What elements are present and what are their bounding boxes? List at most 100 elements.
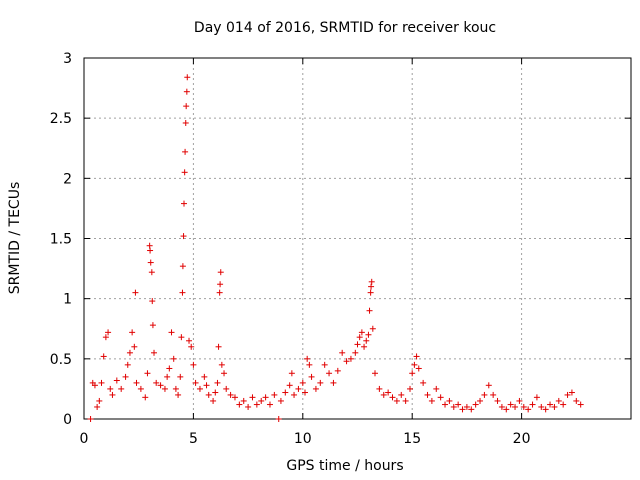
data-point bbox=[277, 397, 284, 404]
x-tick-labels: 0 5 10 15 20 bbox=[80, 431, 531, 447]
y-tick-label: 2.5 bbox=[50, 111, 72, 127]
data-point bbox=[450, 403, 457, 410]
data-point bbox=[358, 329, 365, 336]
data-point bbox=[180, 233, 187, 240]
data-point bbox=[147, 259, 154, 266]
data-point bbox=[442, 401, 449, 408]
data-point bbox=[380, 391, 387, 398]
data-point bbox=[175, 391, 182, 398]
data-point bbox=[201, 373, 208, 380]
data-point bbox=[182, 119, 189, 126]
data-point bbox=[301, 389, 308, 396]
data-point bbox=[124, 361, 131, 368]
data-point bbox=[389, 394, 396, 401]
data-point bbox=[231, 394, 238, 401]
data-point bbox=[507, 401, 514, 408]
data-point bbox=[129, 329, 136, 336]
data-point bbox=[262, 394, 269, 401]
data-point bbox=[113, 377, 120, 384]
y-tick-label: 1.5 bbox=[50, 232, 72, 248]
data-point bbox=[463, 403, 470, 410]
data-point bbox=[503, 406, 510, 413]
data-point bbox=[258, 397, 265, 404]
data-point bbox=[564, 391, 571, 398]
data-point bbox=[372, 370, 379, 377]
y-tick-label: 0 bbox=[63, 412, 72, 428]
data-point bbox=[330, 379, 337, 386]
data-point bbox=[109, 391, 116, 398]
data-point bbox=[446, 397, 453, 404]
data-point bbox=[105, 329, 112, 336]
data-point bbox=[555, 397, 562, 404]
data-point bbox=[196, 385, 203, 392]
data-point bbox=[186, 337, 193, 344]
data-point bbox=[317, 379, 324, 386]
x-tick-label: 10 bbox=[294, 431, 312, 447]
data-point bbox=[98, 379, 105, 386]
data-point bbox=[271, 391, 278, 398]
data-point bbox=[153, 379, 160, 386]
data-point bbox=[393, 397, 400, 404]
data-point bbox=[433, 385, 440, 392]
data-point bbox=[512, 403, 519, 410]
data-point bbox=[291, 391, 298, 398]
data-point bbox=[166, 365, 173, 372]
data-point bbox=[343, 358, 350, 365]
data-point bbox=[177, 373, 184, 380]
data-point bbox=[96, 397, 103, 404]
x-tick-label: 0 bbox=[80, 431, 89, 447]
data-point bbox=[385, 389, 392, 396]
data-point bbox=[459, 406, 466, 413]
data-point bbox=[472, 401, 479, 408]
data-point bbox=[306, 361, 313, 368]
data-point bbox=[295, 385, 302, 392]
axis-ticks bbox=[83, 57, 631, 420]
data-point bbox=[91, 382, 98, 389]
data-point bbox=[144, 370, 151, 377]
data-point bbox=[551, 403, 558, 410]
data-point bbox=[437, 394, 444, 401]
data-point bbox=[398, 391, 405, 398]
data-point bbox=[361, 343, 368, 350]
data-point bbox=[547, 401, 554, 408]
data-point bbox=[334, 367, 341, 374]
data-point bbox=[192, 379, 199, 386]
data-point bbox=[148, 269, 155, 276]
data-point bbox=[217, 269, 224, 276]
data-point bbox=[498, 403, 505, 410]
data-point bbox=[347, 355, 354, 362]
data-point bbox=[376, 385, 383, 392]
data-point bbox=[212, 389, 219, 396]
data-point bbox=[560, 401, 567, 408]
data-point bbox=[87, 416, 94, 422]
data-point bbox=[568, 389, 575, 396]
data-point bbox=[118, 385, 125, 392]
data-point bbox=[308, 373, 315, 380]
data-point bbox=[368, 278, 375, 285]
data-point bbox=[214, 379, 221, 386]
data-point bbox=[178, 334, 185, 341]
data-point bbox=[282, 389, 289, 396]
y-axis-label: SRMTID / TECUs bbox=[7, 182, 23, 295]
data-point bbox=[411, 361, 418, 368]
data-point bbox=[520, 403, 527, 410]
data-point bbox=[266, 401, 273, 408]
data-point bbox=[102, 334, 109, 341]
data-point bbox=[180, 200, 187, 207]
data-point bbox=[402, 397, 409, 404]
data-point bbox=[409, 370, 416, 377]
data-point bbox=[516, 397, 523, 404]
data-point bbox=[164, 373, 171, 380]
data-point bbox=[142, 394, 149, 401]
x-tick-label: 20 bbox=[513, 431, 531, 447]
data-point bbox=[215, 343, 222, 350]
data-point bbox=[352, 349, 359, 356]
x-axis-label: GPS time / hours bbox=[286, 458, 403, 474]
y-tick-label: 0.5 bbox=[50, 352, 72, 368]
data-points bbox=[87, 74, 584, 422]
data-point bbox=[485, 382, 492, 389]
data-point bbox=[227, 391, 234, 398]
data-point bbox=[149, 298, 156, 305]
data-point bbox=[161, 385, 168, 392]
data-point bbox=[218, 361, 225, 368]
